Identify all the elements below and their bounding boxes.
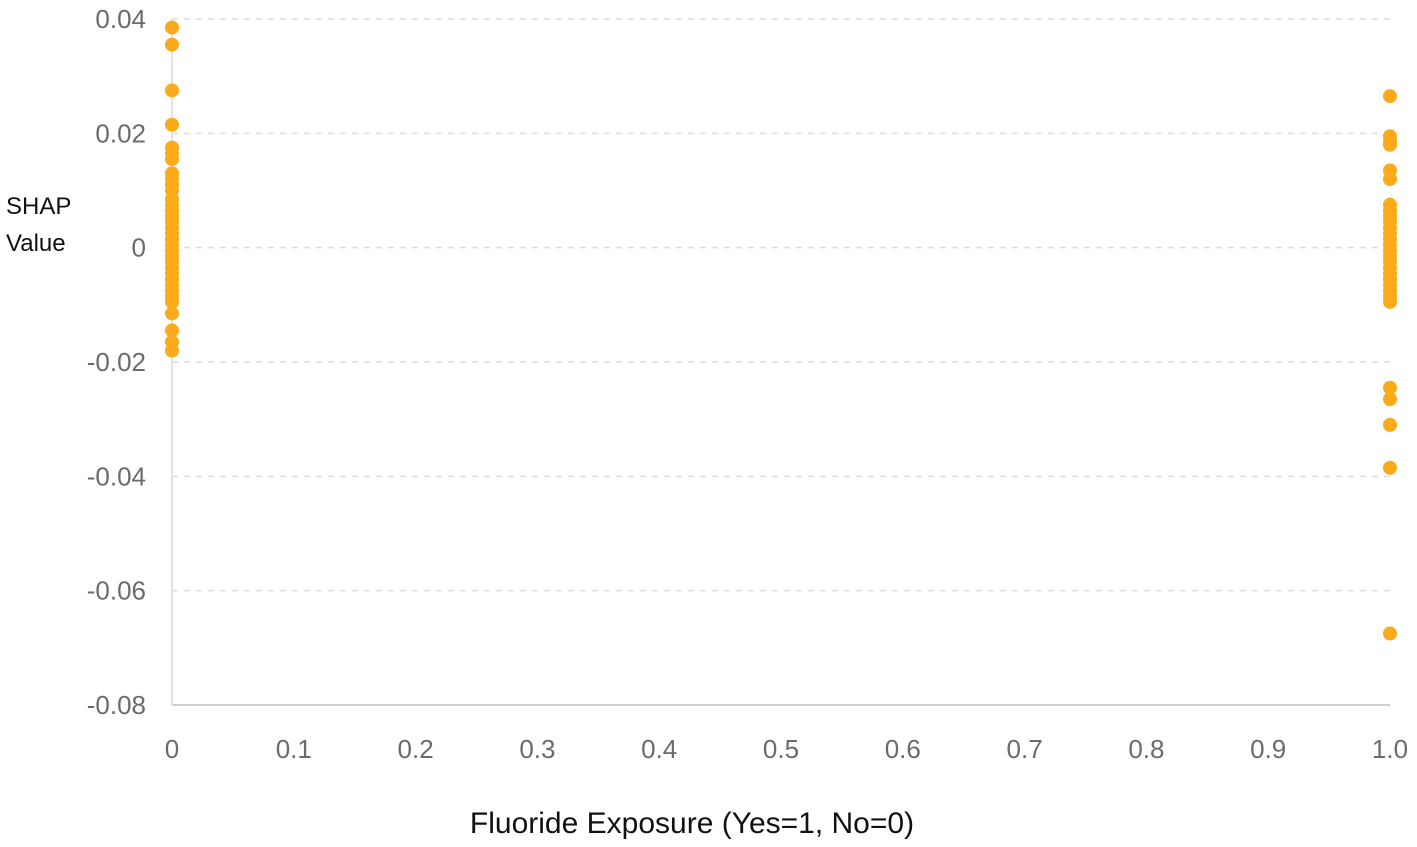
- data-point: [1383, 460, 1397, 475]
- x-tick-label: 0: [165, 734, 179, 764]
- data-point: [165, 37, 179, 52]
- y-axis-label-line-2: Value: [6, 230, 66, 257]
- y-tick-label: -0.06: [87, 576, 146, 606]
- data-point: [165, 294, 179, 309]
- y-tick-label: 0: [132, 233, 146, 263]
- data-point: [165, 152, 179, 167]
- x-tick-label: 0.1: [276, 734, 312, 764]
- y-tick-labels: 0.04 0.02 0 -0.02 -0.04 -0.06 -0.08: [87, 4, 146, 720]
- data-point: [1383, 172, 1397, 187]
- data-point: [1383, 392, 1397, 407]
- x-tick-label: 0.6: [885, 734, 921, 764]
- x-axis-label: Fluoride Exposure (Yes=1, No=0): [470, 807, 914, 840]
- x-tick-label: 0.3: [519, 734, 555, 764]
- data-point: [1383, 380, 1397, 395]
- data-point: [1383, 294, 1397, 309]
- x-tick-label: 0.7: [1007, 734, 1043, 764]
- data-point: [165, 83, 179, 98]
- y-tick-label: 0.04: [95, 4, 146, 34]
- data-point: [1383, 417, 1397, 432]
- y-tick-label: -0.04: [87, 461, 146, 491]
- data-point: [1383, 89, 1397, 104]
- y-axis-label-line-1: SHAP: [6, 193, 71, 220]
- x-tick-label: 0.5: [763, 734, 799, 764]
- data-points: [165, 20, 1397, 641]
- y-tick-label: 0.02: [95, 118, 146, 148]
- x-tick-label: 0.2: [398, 734, 434, 764]
- data-point: [165, 343, 179, 358]
- y-tick-label: -0.02: [87, 347, 146, 377]
- data-point: [1383, 626, 1397, 641]
- data-point: [165, 20, 179, 35]
- data-point: [165, 323, 179, 338]
- x-tick-label: 0.9: [1250, 734, 1286, 764]
- gridlines: [172, 18, 1390, 592]
- x-tick-label: 1.0: [1372, 734, 1408, 764]
- x-tick-labels: 0 0.1 0.2 0.3 0.4 0.5 0.6 0.7 0.8 0.9 1.0: [165, 734, 1408, 764]
- data-point: [1383, 137, 1397, 152]
- x-tick-label: 0.8: [1128, 734, 1164, 764]
- data-point: [165, 117, 179, 132]
- y-tick-label: -0.08: [87, 690, 146, 720]
- data-point: [165, 306, 179, 321]
- axes: [171, 19, 1390, 706]
- x-tick-label: 0.4: [641, 734, 677, 764]
